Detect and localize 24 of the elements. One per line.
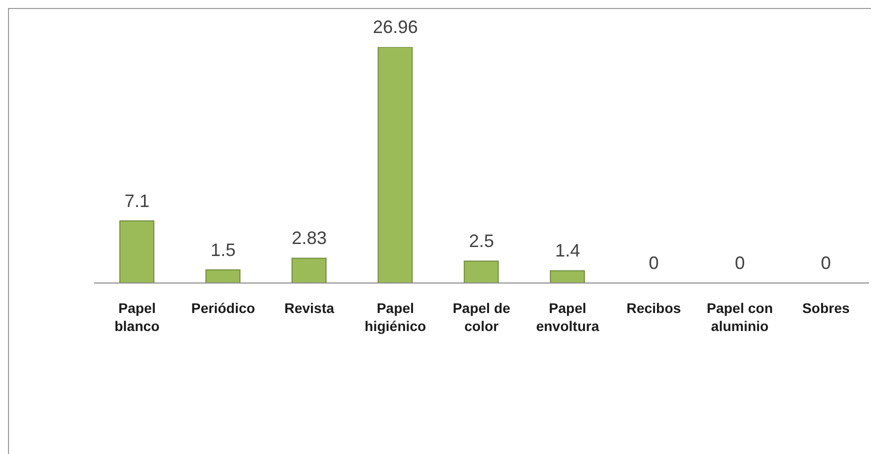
bar	[119, 220, 154, 283]
data-label: 0	[648, 253, 659, 273]
x-tick-label: Sobres	[802, 300, 850, 316]
bar	[550, 270, 585, 283]
x-tick-label: Papel con aluminio	[706, 300, 773, 334]
x-tick-label: Papel de color	[452, 300, 510, 334]
bar	[464, 260, 499, 283]
data-label: 0	[734, 253, 745, 273]
data-label: 26.96	[372, 17, 418, 37]
bar	[205, 269, 240, 283]
x-tick-label: Revista	[284, 300, 334, 316]
data-label: 1.5	[210, 240, 236, 260]
data-label: 2.5	[468, 231, 494, 252]
x-tick-label: Papel blanco	[114, 300, 160, 334]
x-tick-label: Recibos	[626, 300, 682, 316]
data-label: 2.83	[292, 228, 327, 248]
x-tick-label: Periódico	[191, 300, 256, 316]
data-label: 1.4	[555, 240, 580, 261]
data-label: 0	[820, 253, 831, 273]
data-label: 7.1	[124, 190, 150, 211]
x-tick-label: Papel higiénico	[364, 300, 426, 334]
bar	[378, 47, 413, 283]
x-tick-label: Papel envoltura	[536, 300, 600, 334]
bar	[292, 258, 327, 283]
